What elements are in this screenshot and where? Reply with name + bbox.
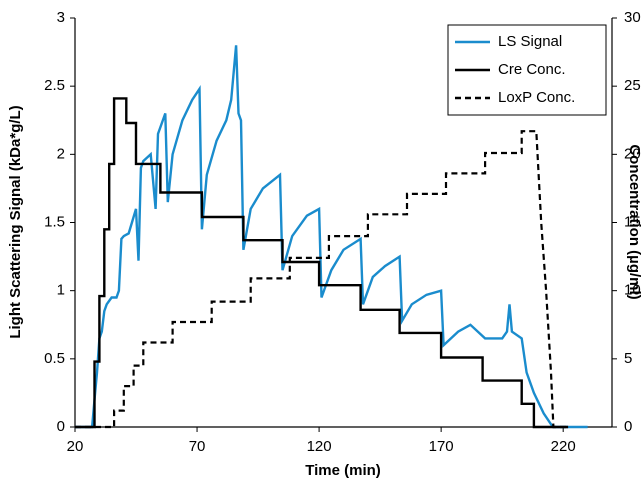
x-axis-title: Time (min) [305, 462, 381, 479]
x-tick-label: 120 [307, 438, 332, 455]
x-tick-label: 220 [551, 438, 576, 455]
y-tick-label: 1.5 [44, 213, 65, 230]
x-tick-label: 70 [189, 438, 206, 455]
y2-tick-label: 25 [624, 77, 641, 94]
y-tick-label: 3 [57, 9, 65, 26]
x-tick-label: 20 [67, 438, 84, 455]
series-line [75, 97, 569, 429]
y2-tick-label: 30 [624, 9, 641, 26]
legend-label: LS Signal [498, 33, 562, 50]
y-tick-label: 1 [57, 282, 65, 299]
y-tick-label: 2 [57, 145, 65, 162]
y2-tick-label: 5 [624, 350, 632, 367]
series-line [75, 45, 588, 429]
y2-axis-title: Concentration (µg/ml) [626, 144, 643, 299]
x-tick-label: 170 [429, 438, 454, 455]
legend-label: LoxP Conc. [498, 89, 575, 106]
y2-tick-label: 20 [624, 145, 641, 162]
y-tick-label: 0.5 [44, 350, 65, 367]
y2-tick-label: 10 [624, 282, 641, 299]
legend-label: Cre Conc. [498, 61, 566, 78]
y2-tick-label: 15 [624, 213, 641, 230]
y-axis-title: Light Scattering Signal (kDa*g/L) [7, 105, 24, 338]
y-tick-label: 2.5 [44, 77, 65, 94]
y-tick-label: 0 [57, 418, 65, 435]
y2-tick-label: 0 [624, 418, 632, 435]
series-line [75, 130, 569, 429]
